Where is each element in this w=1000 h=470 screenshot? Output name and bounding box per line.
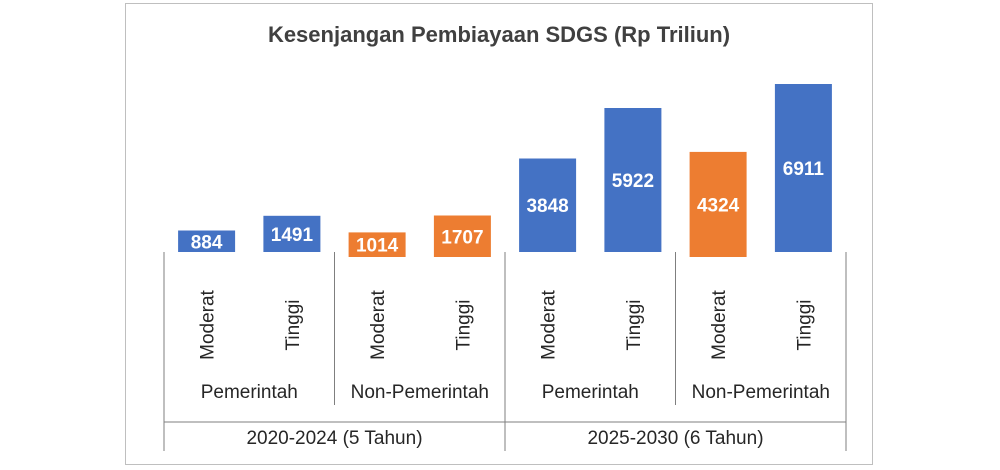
scenario-label-8: Tinggi (794, 299, 815, 350)
bar-5 (519, 158, 577, 252)
bar-3 (348, 232, 406, 257)
bar-value-label-3: 1014 (356, 236, 399, 257)
bar-value-label-6: 5922 (612, 171, 654, 192)
bar-2 (263, 215, 321, 252)
chart-title: Kesenjangan Pembiayaan SDGS (Rp Triliun) (268, 22, 730, 47)
sector-label-1: Pemerintah (201, 382, 298, 403)
sector-label-4: Non-Pemerintah (692, 382, 830, 403)
sector-label-2: Non-Pemerintah (351, 382, 489, 403)
period-label-1: 2020-2024 (5 Tahun) (246, 428, 422, 449)
bar-value-label-8: 6911 (783, 159, 825, 180)
scenario-label-3: Moderat (368, 289, 389, 359)
bar-value-label-5: 3848 (526, 196, 568, 217)
bar-1 (178, 230, 236, 252)
bar-7 (689, 151, 747, 257)
scenario-label-6: Tinggi (624, 299, 645, 350)
period-label-2: 2025-2030 (6 Tahun) (587, 428, 763, 449)
scenario-label-2: Tinggi (283, 299, 304, 350)
sector-label-3: Pemerintah (542, 382, 639, 403)
bar-value-label-1: 884 (191, 232, 223, 253)
scenario-label-4: Tinggi (453, 299, 474, 350)
bar-value-label-7: 4324 (697, 195, 740, 216)
bar-value-label-2: 1491 (271, 225, 314, 246)
bars: 884 1491 1014 1707 3848 5922 4324 6911 (178, 84, 832, 257)
scenario-label-7: Moderat (709, 289, 730, 359)
bar-8 (774, 84, 832, 252)
scenario-label-5: Moderat (539, 289, 560, 359)
chart-frame (125, 3, 873, 465)
bar-value-label-4: 1707 (441, 227, 483, 248)
scenario-label-1: Moderat (198, 289, 219, 359)
bar-6 (604, 108, 662, 252)
bar-4 (433, 215, 491, 257)
category-axis: Moderat Tinggi Moderat Tinggi Moderat Tinggi M… (163, 252, 847, 451)
